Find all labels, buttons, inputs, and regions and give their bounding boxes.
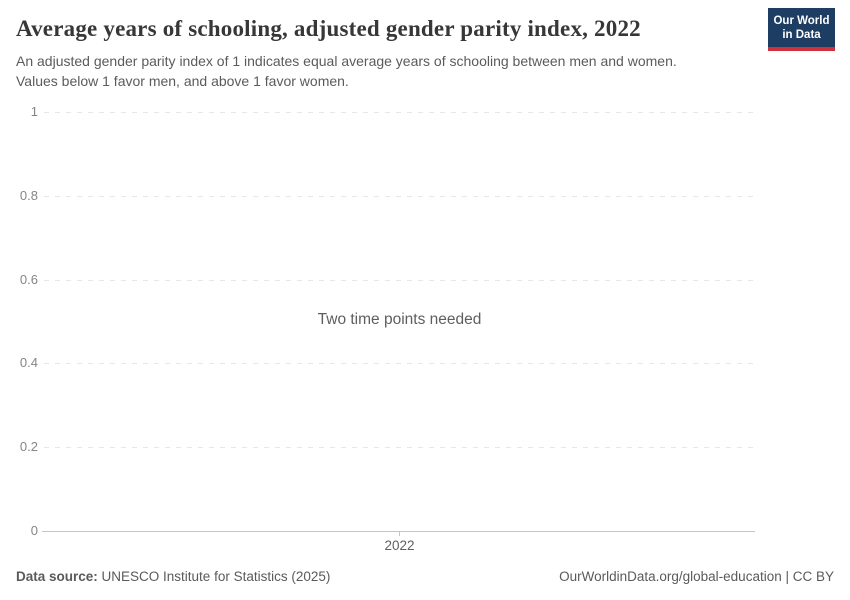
- gridline-0-8: [44, 196, 755, 197]
- owid-logo[interactable]: Our World in Data: [768, 8, 835, 51]
- license-link[interactable]: OurWorldinData.org/global-education | CC…: [559, 569, 834, 584]
- chart-title: Average years of schooling, adjusted gen…: [16, 16, 641, 41]
- owid-logo-line2: in Data: [782, 28, 821, 41]
- chart-subtitle-line1: An adjusted gender parity index of 1 ind…: [16, 53, 677, 69]
- x-axis-line: [42, 531, 755, 532]
- y-tick-label-0-2: 0.2: [19, 439, 38, 454]
- gridline-0-6: [44, 280, 755, 281]
- data-source-text: UNESCO Institute for Statistics (2025): [97, 569, 331, 584]
- y-tick-label-0-8: 0.8: [19, 188, 38, 203]
- y-tick-label-0-6: 0.6: [19, 272, 38, 287]
- gridline-0-2: [44, 447, 755, 448]
- gridline-1: [44, 112, 755, 113]
- x-tick-label-2022: 2022: [384, 538, 415, 553]
- y-tick-label-0: 0: [30, 523, 38, 538]
- no-data-message: Two time points needed: [317, 311, 482, 328]
- y-tick-label-0-4: 0.4: [19, 355, 38, 370]
- x-tick-mark-2022: [399, 532, 400, 536]
- y-tick-label-1: 1: [30, 104, 38, 119]
- gridline-0-4: [44, 363, 755, 364]
- data-source-note: Data source: UNESCO Institute for Statis…: [16, 569, 330, 585]
- data-source-label: Data source:: [16, 569, 98, 584]
- chart-subtitle-line2: Values below 1 favor men, and above 1 fa…: [16, 73, 349, 89]
- owid-logo-line1: Our World: [773, 14, 830, 27]
- chart-subtitle: An adjusted gender parity index of 1 ind…: [16, 51, 760, 91]
- chart-footer: Data source: UNESCO Institute for Statis…: [16, 569, 834, 585]
